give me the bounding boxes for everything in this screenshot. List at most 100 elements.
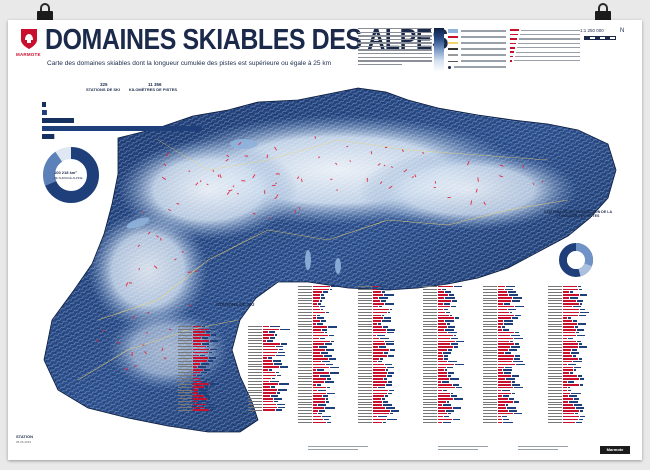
station-row xyxy=(298,297,339,300)
station-row xyxy=(298,363,339,366)
station-row xyxy=(358,380,399,383)
station-row xyxy=(483,389,525,392)
ski-area-marker xyxy=(144,351,147,355)
station-row xyxy=(358,317,399,320)
station-row xyxy=(483,340,525,343)
stations-column xyxy=(423,285,465,424)
ski-area-marker xyxy=(434,181,436,184)
stat-bar xyxy=(42,126,202,131)
station-row xyxy=(548,363,589,366)
ski-area-marker xyxy=(433,186,436,188)
station-row xyxy=(548,418,589,421)
station-row xyxy=(548,323,589,326)
station-row xyxy=(298,334,339,337)
stat-bar xyxy=(42,118,74,123)
ski-area-marker xyxy=(414,174,417,178)
stations-column xyxy=(248,325,290,412)
ski-area-marker xyxy=(330,178,333,181)
station-row xyxy=(298,404,339,407)
station-row xyxy=(358,331,399,334)
station-row xyxy=(358,421,399,424)
ski-area-marker xyxy=(133,365,137,367)
ski-area-markers xyxy=(97,136,544,370)
ski-area-marker xyxy=(169,329,172,331)
brand-logo: Marmote xyxy=(600,446,630,454)
stations-label: STATIONS DE SKI xyxy=(85,87,121,92)
station-row xyxy=(548,317,589,320)
station-row xyxy=(178,377,219,380)
station-row xyxy=(358,357,399,360)
station-row xyxy=(548,392,589,395)
ski-area-marker xyxy=(125,282,129,287)
station-row xyxy=(423,421,464,424)
ski-area-marker xyxy=(217,174,220,178)
station-row xyxy=(358,340,399,343)
station-row xyxy=(483,320,525,323)
station-row xyxy=(423,288,464,291)
station-row xyxy=(248,380,290,383)
ski-area-marker xyxy=(226,154,230,158)
station-row xyxy=(178,337,219,340)
station-row xyxy=(483,346,525,349)
binder-clip-left xyxy=(34,3,56,23)
station-row xyxy=(178,339,219,342)
station-row xyxy=(548,311,589,314)
ski-area-marker xyxy=(403,169,408,173)
ski-area-marker xyxy=(200,180,202,183)
station-row xyxy=(483,308,525,311)
ski-area-marker xyxy=(161,176,167,181)
station-row xyxy=(548,409,589,412)
station-row xyxy=(358,305,399,308)
donut-label: DE SURFACE ALPINE xyxy=(54,176,83,180)
station-row xyxy=(548,351,589,354)
station-row xyxy=(248,397,290,400)
station-row xyxy=(423,302,464,305)
station-row xyxy=(298,415,339,418)
station-row xyxy=(358,311,399,314)
station-row xyxy=(423,343,464,346)
stations-column xyxy=(178,325,220,412)
station-row xyxy=(298,392,339,395)
station-row xyxy=(298,337,339,340)
station-row xyxy=(248,345,290,348)
station-row xyxy=(248,331,290,334)
station-row xyxy=(548,294,589,297)
station-row xyxy=(423,360,464,363)
station-row xyxy=(548,305,589,308)
ski-area-marker xyxy=(229,189,233,192)
station-row xyxy=(358,404,399,407)
station-row xyxy=(358,325,399,328)
station-row xyxy=(298,383,339,386)
station-row xyxy=(548,343,589,346)
ski-area-marker xyxy=(228,189,231,192)
station-row xyxy=(423,375,464,378)
station-row xyxy=(548,302,589,305)
stations-column xyxy=(358,285,399,424)
station-row xyxy=(358,392,399,395)
station-row xyxy=(298,412,339,415)
station-row xyxy=(178,374,219,377)
station-row xyxy=(298,317,339,320)
station-row xyxy=(483,328,525,331)
station-row xyxy=(548,360,589,363)
station-row xyxy=(358,363,399,366)
station-row xyxy=(178,342,219,345)
station-row xyxy=(298,328,339,331)
station-row xyxy=(483,372,525,375)
station-row xyxy=(358,383,399,386)
ski-area-marker xyxy=(541,180,544,183)
station-row xyxy=(358,389,399,392)
ski-area-marker xyxy=(296,176,300,180)
ski-area-marker xyxy=(384,146,388,149)
ski-area-marker xyxy=(133,315,136,319)
ski-area-marker xyxy=(383,164,386,167)
km-label: KILOMÈTRES DE PISTES xyxy=(128,87,178,92)
station-row xyxy=(548,357,589,360)
station-row xyxy=(548,395,589,398)
station-row xyxy=(298,357,339,360)
ski-area-marker xyxy=(264,190,266,194)
ski-area-marker xyxy=(390,166,394,168)
station-row xyxy=(358,308,399,311)
station-row xyxy=(548,421,589,424)
station-row xyxy=(358,334,399,337)
